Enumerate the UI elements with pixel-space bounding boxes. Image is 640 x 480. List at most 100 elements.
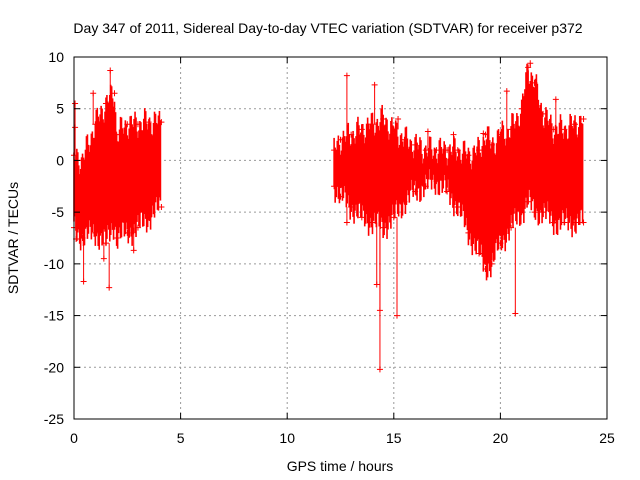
data-series xyxy=(71,60,587,373)
data-point xyxy=(482,266,489,273)
y-tick-label: 0 xyxy=(56,152,64,168)
outlier-point xyxy=(106,284,113,291)
data-point xyxy=(145,214,152,221)
data-point xyxy=(369,121,376,128)
outlier-point xyxy=(424,128,431,135)
outlier-point xyxy=(80,278,87,285)
data-point xyxy=(358,126,365,133)
outlier-point xyxy=(72,100,79,107)
data-point xyxy=(444,147,451,154)
data-point xyxy=(113,131,120,138)
outlier-point xyxy=(480,130,487,137)
outlier-point xyxy=(552,96,559,103)
outlier-point xyxy=(373,281,380,288)
data-point xyxy=(488,141,495,148)
outlier-point xyxy=(90,90,97,97)
chart-title: Day 347 of 2011, Sidereal Day-to-day VTE… xyxy=(73,20,582,36)
data-point xyxy=(454,203,461,210)
outlier-point xyxy=(450,131,457,138)
data-point xyxy=(518,209,525,216)
data-point xyxy=(422,183,429,190)
y-axis: -25 -20 -15 -10 -5 0 5 10 xyxy=(44,49,607,427)
outlier-point xyxy=(130,247,137,254)
data-point xyxy=(145,119,152,126)
series-outliers xyxy=(72,60,559,373)
data-point xyxy=(465,229,472,236)
data-point xyxy=(369,219,376,226)
data-point xyxy=(525,64,532,71)
y-tick-label: -20 xyxy=(44,359,64,375)
data-point xyxy=(531,79,538,86)
data-point xyxy=(337,136,344,143)
outlier-point xyxy=(371,81,378,88)
data-point xyxy=(572,219,579,226)
data-point xyxy=(476,250,483,257)
data-point xyxy=(525,198,532,205)
data-point xyxy=(572,121,579,128)
data-point xyxy=(380,116,387,123)
data-point xyxy=(476,147,483,154)
y-tick-label: -25 xyxy=(44,411,64,427)
data-point xyxy=(488,260,495,267)
x-tick-label: 15 xyxy=(386,430,402,446)
data-point xyxy=(444,188,451,195)
data-point xyxy=(497,131,504,138)
x-tick-label: 10 xyxy=(279,430,295,446)
x-tick-label: 5 xyxy=(177,430,185,446)
data-point xyxy=(550,219,557,226)
outlier-point xyxy=(512,310,519,317)
data-point xyxy=(331,147,338,154)
outlier-point xyxy=(100,255,107,262)
x-axis: 0 5 10 15 20 25 xyxy=(70,57,615,446)
y-axis-label: SDTVAR / TECUs xyxy=(5,182,21,294)
series-envelope xyxy=(71,63,587,281)
outlier-point xyxy=(527,60,534,67)
x-tick-label: 25 xyxy=(599,430,615,446)
data-point xyxy=(358,214,365,221)
y-tick-label: -10 xyxy=(44,256,64,272)
outlier-point xyxy=(393,312,400,319)
y-tick-label: -5 xyxy=(52,204,65,220)
data-point xyxy=(580,219,587,226)
outlier-point xyxy=(376,366,383,373)
data-point xyxy=(380,224,387,231)
data-point xyxy=(454,147,461,154)
data-point xyxy=(508,126,515,133)
data-point xyxy=(134,224,141,231)
data-point xyxy=(134,121,141,128)
data-point xyxy=(465,152,472,159)
data-point xyxy=(412,141,419,148)
data-point xyxy=(390,126,397,133)
data-point xyxy=(102,100,109,107)
data-point xyxy=(540,110,547,117)
outlier-point xyxy=(503,88,510,95)
outlier-point xyxy=(395,116,402,123)
x-tick-label: 0 xyxy=(70,430,78,446)
plot-area-frame xyxy=(73,56,608,420)
data-point xyxy=(497,240,504,247)
data-point xyxy=(580,116,587,123)
data-point xyxy=(79,157,86,164)
data-point xyxy=(79,235,86,241)
data-point xyxy=(111,219,118,226)
data-point xyxy=(412,188,419,195)
data-point xyxy=(111,90,118,97)
data-point xyxy=(158,203,165,210)
data-point xyxy=(124,121,131,128)
data-point xyxy=(561,126,568,133)
x-tick-label: 20 xyxy=(493,430,509,446)
data-point xyxy=(422,147,429,154)
data-point xyxy=(401,136,408,143)
data-point xyxy=(508,224,515,231)
data-point xyxy=(124,229,131,236)
data-point xyxy=(102,240,109,247)
outlier-point xyxy=(107,67,114,74)
y-tick-label: 10 xyxy=(48,49,64,65)
data-point xyxy=(531,209,538,216)
outlier-point xyxy=(72,124,79,131)
data-point xyxy=(390,214,397,221)
data-point xyxy=(92,121,99,128)
data-point xyxy=(401,198,408,205)
data-point xyxy=(433,178,440,185)
